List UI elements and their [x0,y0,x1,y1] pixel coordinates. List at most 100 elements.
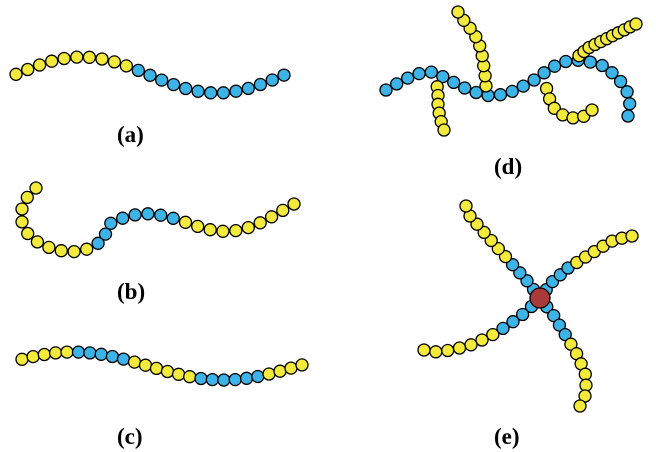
star-arm-bead [441,343,455,358]
chain-b-bead [287,197,301,211]
chain-c-bead [138,358,153,372]
chain-c-bead [127,355,142,369]
chain-b-bead [276,203,290,218]
star-arm-bead [578,367,592,381]
backbone-bead [379,83,393,97]
backbone-bead [436,69,450,84]
chain-c-bead [116,352,131,366]
chain-a-bead [191,84,205,98]
star-arm-bead [625,229,639,243]
backbone-bead [527,73,541,87]
chain-b-bead [98,227,113,241]
chain-a-bead [166,77,181,92]
chain-a-bead [70,50,84,64]
backbone-bead [516,79,530,93]
chain-b-bead [229,223,243,238]
chain-a-bead [253,77,268,92]
chain-a-bead [131,63,145,78]
star-arm-bead [486,327,500,342]
chain-a-bead [95,52,109,66]
chain-c-bead [171,367,186,381]
chain-c-bead [48,346,63,360]
label-e: (e) [494,424,520,449]
star-arm-bead [464,338,478,352]
chain-b-bead [154,208,168,222]
chain-a-bead [179,81,193,96]
chain-b-bead [20,190,34,205]
star-arm-bead [515,307,530,322]
star-arm-bead [429,345,443,359]
chain-c-bead [15,352,29,366]
star-arm-bead [496,321,510,336]
graft-bead [451,5,465,19]
chain-c-bead [26,349,40,364]
backbone-bead [537,66,551,80]
star-arm-bead [558,327,572,342]
chain-b-bead [42,240,56,255]
chain-c-bead [228,372,242,387]
chain-b-bead [241,220,255,235]
star-arm-bead [579,378,593,392]
chain-a-bead [107,55,122,69]
chain-a-bead [143,68,157,82]
chain-a-bead [216,86,231,100]
chain-b-bead [104,216,118,230]
chain-b-bead [80,242,94,256]
star-arm-bead [547,308,561,323]
chain-c-bead [273,364,287,378]
backbone-bead [623,97,637,111]
backbone-bead [401,71,415,85]
backbone-bead [559,54,573,69]
backbone-bead [458,81,472,95]
chain-a-bead [265,73,279,87]
chain-c-bead [105,349,120,364]
backbone-bead [547,59,562,73]
chain-b-bead [15,202,29,216]
chain-a-bead [21,62,35,77]
chain-a-bead [32,58,47,72]
chain-b-bead [30,235,45,249]
chain-c-bead [295,358,309,372]
chain-c-bead [183,370,197,384]
backbone-bead [595,58,609,73]
backbone-bead [620,85,634,99]
chain-b-bead [253,216,267,230]
chain-b-bead [21,226,35,241]
chain-b-bead [191,219,205,234]
chain-b-bead [178,215,193,229]
backbone-bead [605,66,619,80]
chain-b-bead [264,210,279,224]
star-arm-bead [452,341,467,355]
backbone-bead [613,74,628,89]
chain-a-bead [241,81,255,96]
chain-b-bead [216,224,230,238]
chain-b-bead [116,211,130,225]
backbone-bead [390,77,404,91]
backbone-bead [412,66,426,81]
chain-c-bead [262,367,276,381]
chain-c-bead [251,369,265,384]
chain-c-bead [239,371,254,385]
backbone-bead [493,88,508,102]
chain-a-bead [9,67,23,81]
chain-a-bead [155,73,169,87]
chain-b-bead [54,244,68,258]
chain-c-bead [205,372,220,387]
chain-c-bead [149,361,164,376]
chain-c-bead [37,347,51,362]
chain-a-bead [277,68,291,82]
backbone-bead [583,55,597,69]
label-d: (d) [494,154,522,179]
chain-b-bead [128,208,142,222]
graft-bead [585,103,599,117]
star-arm-bead [459,199,473,213]
chain-a-bead [57,51,71,66]
backbone-bead [424,65,438,79]
star-arm-bead [573,399,587,413]
backbone-bead [447,75,461,90]
chain-b-bead [29,181,43,195]
star-arm-bead [417,343,431,357]
chain-c-bead [160,364,175,379]
